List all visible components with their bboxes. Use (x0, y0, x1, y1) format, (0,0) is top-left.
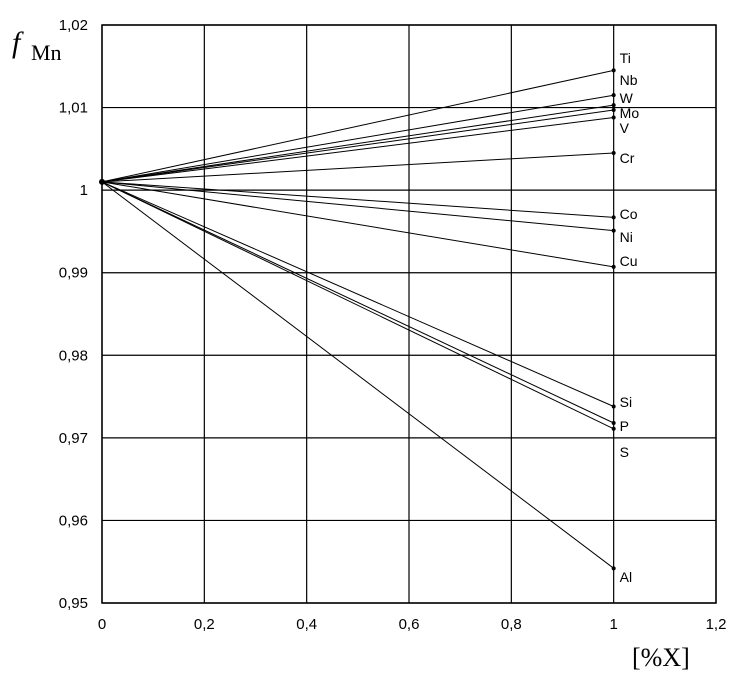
series-marker-mo (611, 108, 616, 113)
x-axis-label: [%X] (632, 643, 690, 672)
series-label-s: S (620, 444, 629, 460)
series-label-al: Al (620, 569, 632, 585)
series-label-mo: Mo (620, 105, 640, 121)
series-label-v: V (620, 120, 630, 136)
x-tick-label: 1,2 (706, 616, 727, 633)
series-marker-p (611, 420, 616, 425)
x-tick-label: 0,4 (296, 616, 317, 633)
y-tick-label: 1,01 (59, 100, 88, 117)
x-tick-label: 0 (98, 616, 106, 633)
series-marker-ti (611, 68, 616, 73)
series-line-al (101, 181, 615, 569)
series-line-co (101, 181, 614, 218)
series-line-ni (101, 181, 614, 232)
y-tick-label: 0,96 (59, 512, 88, 529)
x-tick-label: 0,8 (501, 616, 522, 633)
series-marker-w (611, 103, 616, 108)
series-label-ti: Ti (620, 50, 631, 66)
series-line-v (101, 117, 614, 183)
series-label-cr: Cr (620, 150, 635, 166)
series-marker-v (611, 115, 616, 120)
series-line-cr (101, 152, 614, 183)
x-tick-label: 0,6 (399, 616, 420, 633)
series-marker-cu (611, 264, 616, 269)
series-marker-cr (611, 150, 616, 155)
series-marker-nb (611, 93, 616, 98)
series-line-nb (101, 94, 614, 183)
series-label-nb: Nb (620, 72, 638, 88)
series-line-si (101, 181, 614, 407)
y-axis-label-subscript: Mn (31, 40, 62, 65)
series-line-mo (101, 109, 614, 183)
series-line-ti (101, 69, 614, 183)
y-tick-label: 1,02 (59, 17, 88, 34)
series-label-ni: Ni (620, 229, 633, 245)
series-label-si: Si (620, 394, 632, 410)
tick-labels: 0 0,2 0,4 0,6 0,8 1 1,2 0,95 0,96 0,97 0,98 0,99 1 1,… (59, 17, 727, 633)
series-label-w: W (620, 90, 634, 106)
plot-frame (101, 24, 717, 604)
series-marker-al (611, 566, 616, 571)
series-label-p: P (620, 418, 629, 434)
series-label-cu: Cu (620, 253, 638, 269)
x-tick-label: 1 (609, 616, 617, 633)
x-tick-label: 0,2 (194, 616, 215, 633)
series-marker-co (611, 215, 616, 220)
series-line-w (101, 104, 614, 183)
y-tick-label: 0,97 (59, 430, 88, 447)
series-marker-si (611, 404, 616, 409)
y-axis-label: f (12, 26, 24, 59)
series-label-co: Co (620, 206, 638, 222)
series-marker-s (611, 426, 616, 431)
y-tick-label: 0,99 (59, 265, 88, 282)
origin-point (99, 178, 105, 185)
series-line-p (101, 181, 614, 424)
y-tick-label: 0,98 (59, 347, 88, 364)
y-tick-label: 1 (80, 182, 88, 199)
series-lines (99, 68, 616, 571)
y-tick-label: 0,95 (59, 595, 88, 612)
series-marker-ni (611, 228, 616, 233)
series-line-cu (101, 181, 614, 268)
grid (101, 24, 717, 604)
series-line-s (101, 181, 614, 430)
